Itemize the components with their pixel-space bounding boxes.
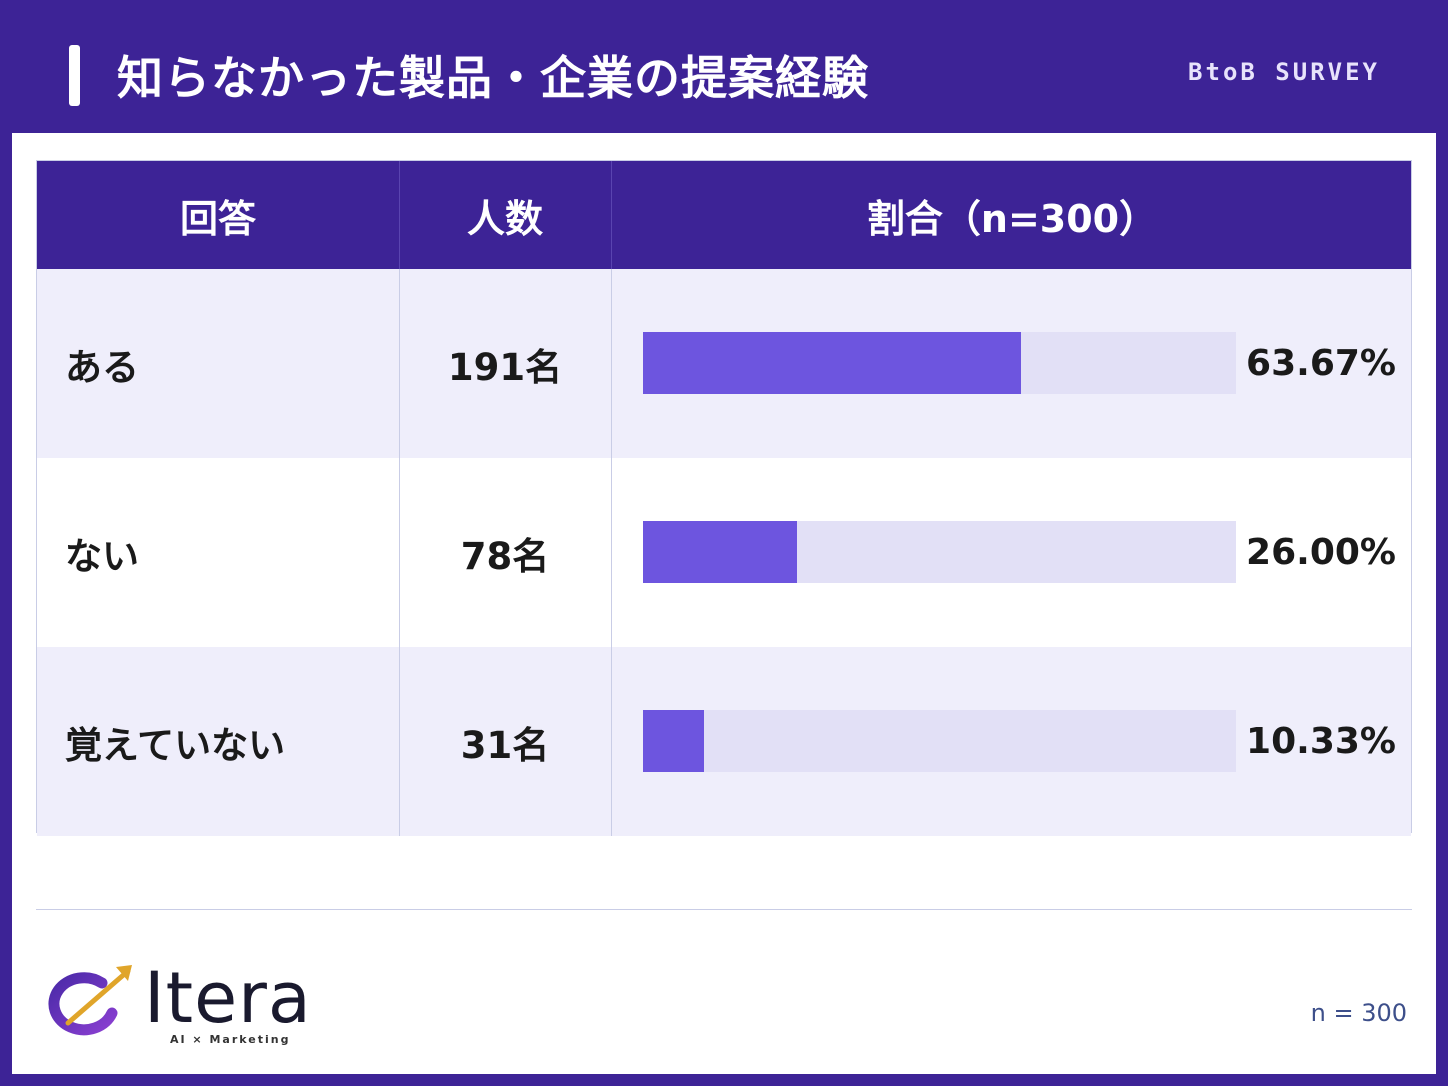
results-table: 回答 人数 割合（n=300） ある 191名 63.67% ない 78名 26.00% 覚… bbox=[36, 160, 1412, 836]
percent-label: 26.00% bbox=[1246, 532, 1396, 573]
table-row: ない 78名 26.00% bbox=[37, 458, 1411, 647]
footer-divider bbox=[36, 909, 1412, 910]
table-row: 覚えていない 31名 10.33% bbox=[37, 647, 1411, 836]
column-divider bbox=[399, 458, 400, 647]
column-divider bbox=[399, 647, 400, 836]
logo-wordmark: Itera bbox=[144, 957, 312, 1039]
logo-mark-icon bbox=[48, 965, 132, 1036]
column-header-answer: 回答 bbox=[179, 196, 256, 241]
column-divider bbox=[399, 269, 400, 458]
row-label: 覚えていない bbox=[65, 723, 286, 767]
percent-label: 63.67% bbox=[1246, 343, 1396, 384]
bar-track bbox=[643, 332, 1236, 394]
table-row: ある 191名 63.67% bbox=[37, 269, 1411, 458]
bar-track bbox=[643, 521, 1236, 583]
column-divider bbox=[611, 269, 612, 458]
bar-fill bbox=[643, 521, 798, 583]
row-count: 191名 bbox=[447, 345, 563, 389]
header-divider bbox=[611, 161, 612, 269]
bar-fill bbox=[643, 710, 705, 772]
page-title: 知らなかった製品・企業の提案経験 bbox=[117, 51, 869, 105]
content-panel: 回答 人数 割合（n=300） ある 191名 63.67% ない 78名 26.00% 覚… bbox=[12, 133, 1436, 1074]
row-label: ある bbox=[65, 345, 139, 389]
column-header-ratio: 割合（n=300） bbox=[866, 196, 1158, 241]
column-header-count: 人数 bbox=[466, 196, 543, 241]
itera-logo: Itera AI × Marketing bbox=[42, 957, 322, 1051]
title-accent-bar bbox=[69, 45, 80, 106]
bar-track bbox=[643, 710, 1236, 772]
bar-fill bbox=[643, 332, 1021, 394]
header-band: 知らなかった製品・企業の提案経験 BtoB SURVEY bbox=[0, 0, 1448, 133]
table-header: 回答 人数 割合（n=300） bbox=[37, 161, 1411, 269]
survey-tag: BtoB SURVEY bbox=[1188, 58, 1380, 86]
percent-label: 10.33% bbox=[1246, 721, 1396, 762]
row-label: ない bbox=[65, 534, 139, 578]
header-divider bbox=[399, 161, 400, 269]
column-divider bbox=[611, 458, 612, 647]
column-divider bbox=[611, 647, 612, 836]
row-count: 31名 bbox=[460, 723, 550, 767]
logo-tagline: AI × Marketing bbox=[170, 1033, 291, 1046]
row-count: 78名 bbox=[460, 534, 550, 578]
sample-size-note: n = 300 bbox=[1310, 999, 1407, 1027]
